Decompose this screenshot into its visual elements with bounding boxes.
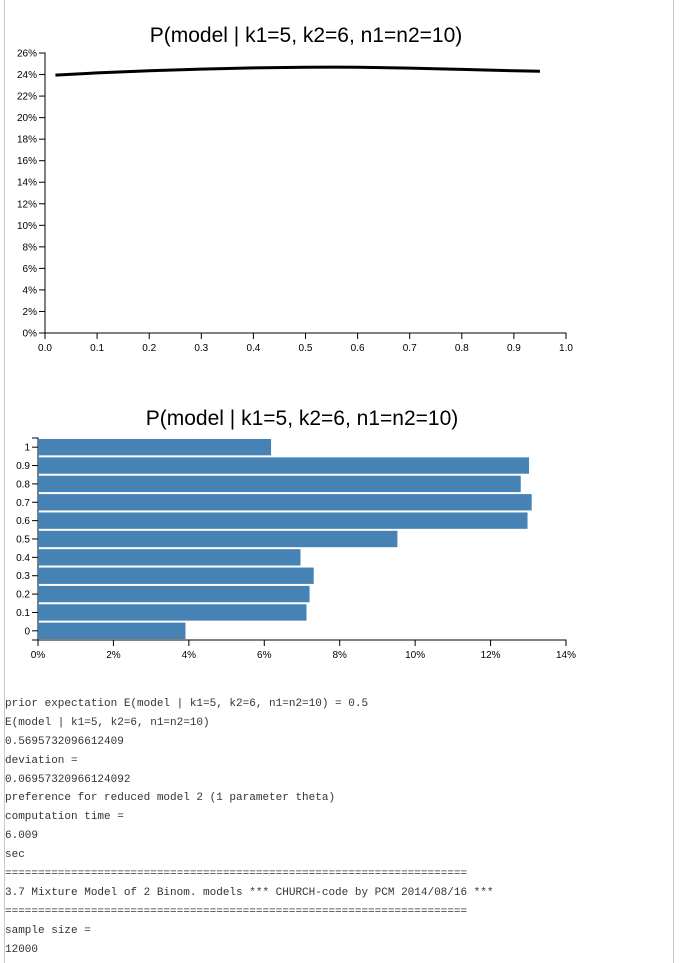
line-y-tick-label: 22% <box>17 92 37 103</box>
line-y-tick-label: 0% <box>23 329 38 340</box>
bar-x-tick-label: 8% <box>332 650 347 661</box>
bar-category-label: 0.7 <box>16 498 30 509</box>
line-x-tick-label: 0.6 <box>351 343 365 354</box>
bar <box>38 439 272 456</box>
bar <box>38 475 521 493</box>
line-y-tick-label: 8% <box>23 242 38 253</box>
line-series <box>55 65 540 77</box>
bar <box>38 457 530 474</box>
line-x-tick-label: 0.1 <box>90 343 104 354</box>
bar <box>38 512 528 529</box>
bar-chart: P(model | k1=5, k2=6, n1=n2=10) 1 0.9 0.8 0… <box>16 407 576 661</box>
bar <box>38 549 301 566</box>
line-y-tick-label: 16% <box>17 156 37 167</box>
output-line: prior expectation E(model | k1=5, k2=6, … <box>5 698 369 710</box>
bar-chart-title: P(model | k1=5, k2=6, n1=n2=10) <box>146 407 459 430</box>
line-y-tick-label: 4% <box>23 285 38 296</box>
bar <box>38 567 314 584</box>
bar-category-label: 0.6 <box>16 516 30 527</box>
bar <box>38 494 532 511</box>
console-output: prior expectation E(model | k1=5, k2=6, … <box>5 695 670 959</box>
bar-category-label: 0.9 <box>16 461 30 472</box>
bar-category-label: 0.4 <box>16 553 30 564</box>
output-line: preference for reduced model 2 (1 parame… <box>5 792 336 805</box>
line-x-tick-label: 0.0 <box>38 343 52 354</box>
bar-x-tick-label: 0% <box>31 650 46 661</box>
bar-category-label: 0.1 <box>16 608 30 619</box>
line-y-tick-label: 20% <box>17 113 37 124</box>
bar <box>38 604 307 621</box>
line-y-tick-label: 2% <box>23 307 38 318</box>
bar <box>38 585 310 603</box>
bar-x-axis-line <box>37 639 567 646</box>
line-y-tick-label: 14% <box>17 178 37 189</box>
line-chart: P(model | k1=5, k2=6, n1=n2=10) 0% 2% 4% 6%… <box>17 24 573 354</box>
line-x-tick-label: 0.7 <box>403 343 417 354</box>
line-y-tick-label: 18% <box>17 135 37 146</box>
line-x-tick-label: 0.3 <box>194 343 208 354</box>
bar-category-label: 0.8 <box>16 479 30 490</box>
bar <box>38 622 186 639</box>
bar-x-tick-label: 12% <box>481 650 501 661</box>
bar-category-label: 0.5 <box>16 535 30 546</box>
bar-category-label: 0.2 <box>16 590 30 601</box>
output-separator: ========================================… <box>5 868 468 881</box>
output-line: sample size = <box>5 924 91 937</box>
output-line: 0.5695732096612409 <box>5 735 124 748</box>
bar-x-tick-label: 14% <box>556 650 576 661</box>
output-line: 12000 <box>5 943 39 956</box>
line-x-tick-label: 0.9 <box>507 343 521 354</box>
output-line: 6.009 <box>5 830 39 843</box>
line-y-tick-label: 10% <box>17 221 37 232</box>
bar-x-tick-label: 4% <box>182 650 197 661</box>
bar-category-label: 0 <box>24 626 30 637</box>
line-y-tick-label: 6% <box>23 264 38 275</box>
bar-x-tick-label: 10% <box>405 650 425 661</box>
bar-x-tick-label: 2% <box>106 650 121 661</box>
line-chart-title: P(model | k1=5, k2=6, n1=n2=10) <box>150 24 463 47</box>
output-line: sec <box>5 849 25 862</box>
output-line: 0.06957320966124092 <box>5 773 131 786</box>
bar-category-label: 0.3 <box>16 571 30 582</box>
bar <box>38 530 398 548</box>
line-y-tick-label: 24% <box>17 70 37 81</box>
page-frame <box>4 0 674 963</box>
line-x-tick-label: 0.4 <box>246 343 260 354</box>
line-x-tick-label: 0.2 <box>142 343 156 354</box>
line-y-tick-label: 26% <box>17 49 37 60</box>
output-line: deviation = <box>5 754 78 767</box>
line-y-tick-label: 12% <box>17 199 37 210</box>
line-y-axis-line <box>39 52 46 334</box>
line-x-tick-label: 0.5 <box>299 343 313 354</box>
output-line: E(model | k1=5, k2=6, n1=n2=10) <box>5 716 210 729</box>
output-line: 3.7 Mixture Model of 2 Binom. models ***… <box>5 886 494 899</box>
bar-x-tick-label: 6% <box>257 650 272 661</box>
output-line: computation time = <box>5 811 124 824</box>
line-x-tick-label: 0.8 <box>455 343 469 354</box>
line-x-tick-label: 1.0 <box>559 343 573 354</box>
bar-category-label: 1 <box>24 443 30 454</box>
output-separator: ========================================… <box>5 905 468 918</box>
